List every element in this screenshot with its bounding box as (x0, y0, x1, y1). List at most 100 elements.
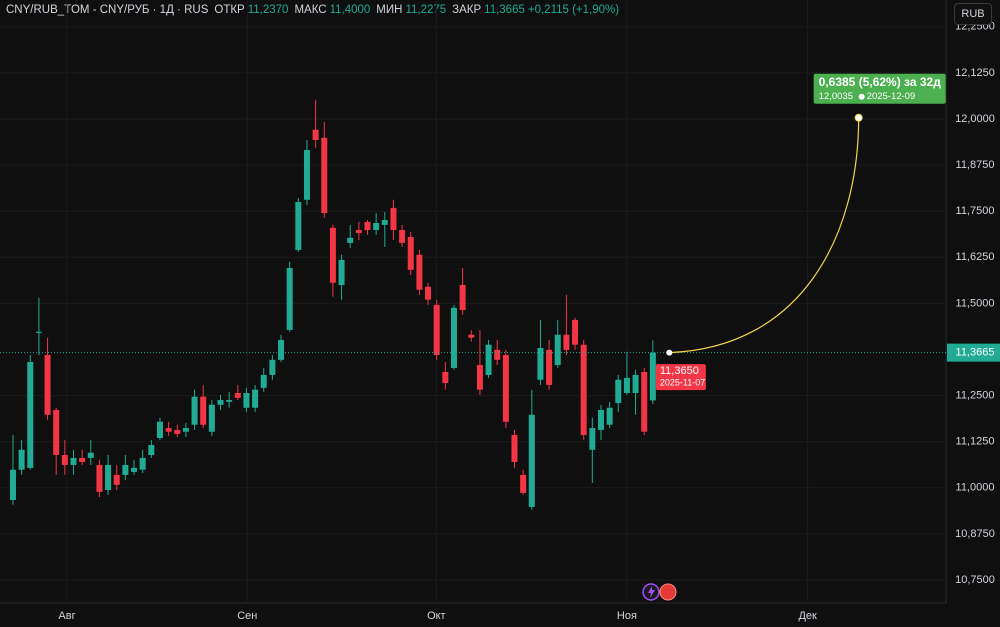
candle-body (79, 457, 86, 462)
x-tick-label: Сен (237, 610, 257, 622)
candle-body (329, 227, 336, 283)
flag-icon[interactable] (659, 583, 677, 601)
candle-body (35, 331, 42, 333)
candle-body (234, 393, 241, 398)
forecast-date: 2025-12-09 (867, 91, 916, 102)
candle-body (200, 396, 207, 425)
y-tick-label: 11,8750 (956, 159, 995, 171)
point-tag (655, 364, 706, 391)
forecast-box (813, 73, 946, 104)
candle-body (53, 409, 60, 455)
candle-body (338, 259, 345, 285)
point-tag-date: 2025-11-07 (660, 378, 705, 388)
change-value: +0,2115 (+1,90%) (527, 4, 620, 16)
close-label: ЗАКР (452, 4, 482, 16)
candle-body (87, 452, 94, 458)
y-tick-label: 11,7500 (956, 205, 995, 217)
candle-body (243, 393, 250, 408)
forecast-clock (858, 93, 865, 100)
candle-body (156, 421, 163, 439)
candle-body (252, 389, 259, 408)
candle-body (70, 457, 77, 465)
candle-body (589, 428, 596, 450)
y-tick-label: 11,2500 (956, 390, 995, 402)
candle-body (632, 374, 639, 394)
candle-body (182, 428, 189, 432)
candle-body (416, 254, 423, 290)
low-label: МИН (376, 4, 403, 16)
candle-body (208, 404, 215, 432)
candle-body (407, 237, 414, 270)
y-tick-label: 12,0000 (955, 113, 995, 125)
candle-body (295, 201, 302, 250)
candle-body (373, 223, 380, 231)
candle-body (425, 286, 432, 300)
candle-body (278, 339, 285, 360)
candle-body (459, 284, 466, 311)
candle-body (554, 334, 561, 365)
candle-body (312, 129, 319, 141)
y-tick-label: 11,0000 (956, 482, 995, 494)
y-tick-label: 11,5000 (956, 297, 995, 309)
y-tick-label: 10,7500 (955, 574, 995, 586)
candle-body (321, 137, 328, 214)
candle-body (139, 457, 146, 470)
close-value: 11,3665 (484, 4, 525, 16)
forecast-target: 12,0035 (819, 91, 853, 102)
candle-body (381, 220, 388, 225)
candle-body (623, 377, 630, 394)
candle-body (165, 428, 172, 432)
candle-body (355, 230, 362, 233)
y-tick-label: 10,8750 (955, 528, 995, 540)
candle-body (131, 467, 138, 472)
x-tick-label: Окт (427, 610, 446, 622)
header: CNY/RUB_TOM - CNY/РУБ · 1Д · RUS ОТКР 11,… (6, 4, 619, 16)
grid (0, 0, 946, 603)
candle-body (96, 464, 103, 492)
candle-body (476, 364, 483, 390)
y-tick-label: 11,6250 (956, 251, 995, 263)
candle-body (217, 400, 224, 405)
candle-body (450, 307, 457, 368)
candle-body (61, 454, 68, 465)
candle-body (399, 230, 406, 243)
candle-body (269, 359, 276, 375)
y-tick-label: 12,1250 (955, 67, 995, 79)
symbol: CNY/RUB_TOM - CNY/РУБ · 1Д · RUS (6, 4, 209, 16)
candle-body (502, 355, 509, 422)
candle-body (528, 414, 535, 507)
candle-body (580, 344, 587, 436)
candle-body (390, 207, 397, 231)
candle-body (494, 349, 501, 360)
high-value: 11,4000 (329, 4, 371, 16)
currency-button[interactable]: RUB (954, 3, 992, 25)
candle-body (364, 221, 371, 231)
forecast-curve (669, 117, 860, 354)
open-value: 11,2370 (247, 4, 289, 16)
candle-body (649, 352, 656, 401)
candle-body (303, 149, 310, 200)
candle-body (286, 267, 293, 330)
high-label: МАКС (294, 4, 327, 16)
candle-body (546, 349, 553, 385)
candle-body (563, 334, 570, 350)
candle-body (191, 396, 198, 425)
candle-body (122, 464, 129, 475)
candle-body (174, 429, 181, 434)
candle-body (9, 469, 16, 500)
candle-body (537, 348, 544, 380)
candle-body (113, 474, 120, 485)
forecast-end (854, 113, 863, 122)
last-price-label: 11,3665 (956, 347, 995, 359)
candle-body (226, 400, 233, 402)
candle-body (105, 464, 112, 491)
candle-body (347, 237, 354, 243)
candle-body (468, 334, 475, 338)
point-tag-value: 11,3650 (660, 365, 699, 377)
candle-body (433, 304, 440, 356)
candle-body (442, 371, 449, 384)
candle-body (615, 379, 622, 403)
forecast-label: 0,6385 (5,62%) за 32д (819, 75, 942, 89)
